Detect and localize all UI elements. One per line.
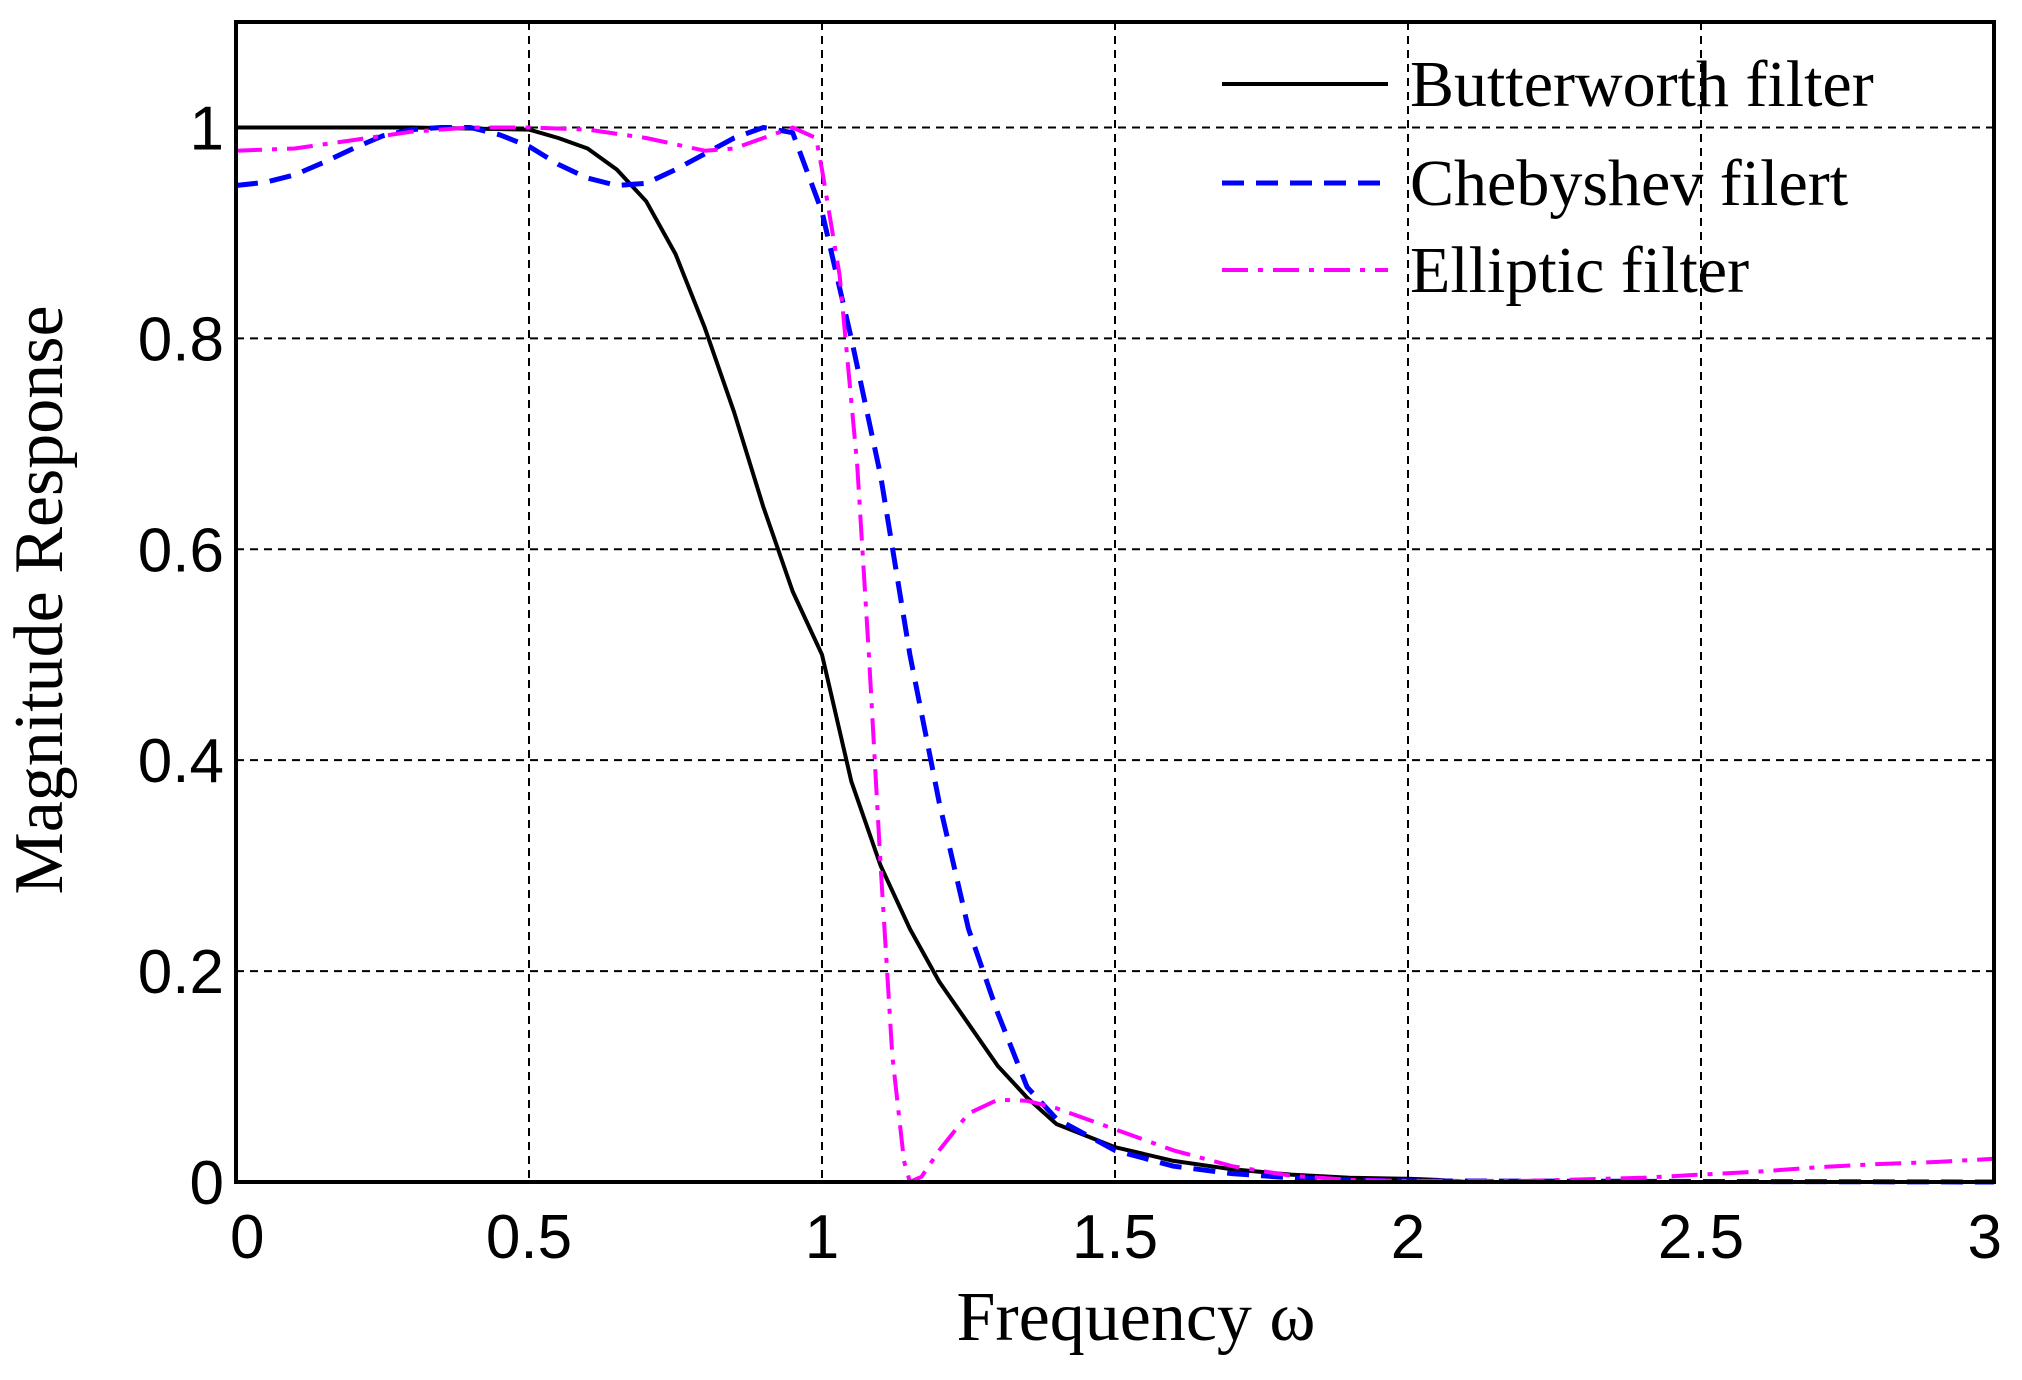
x-tick-label: 2	[1391, 1203, 1425, 1272]
x-axis-label: Frequency ω	[956, 1279, 1315, 1356]
y-axis-label: Magnitude Response	[1, 305, 78, 894]
x-tick-label: 1	[805, 1203, 839, 1272]
legend-label: Elliptic filter	[1410, 234, 1749, 307]
y-tick-label: 0.6	[138, 516, 224, 585]
y-tick-label: 1	[190, 94, 224, 163]
legend-label: Butterworth filter	[1410, 48, 1874, 121]
plot-frame	[234, 20, 1996, 1184]
y-tick-label: 0	[190, 1149, 224, 1218]
x-tick-label: 1.5	[1072, 1203, 1158, 1272]
x-tick-label: 3	[1968, 1203, 2002, 1272]
x-tick-label: 2.5	[1658, 1203, 1744, 1272]
y-tick-label: 0.8	[138, 305, 224, 374]
grid	[236, 22, 1994, 1182]
x-tick-label: 0.5	[486, 1203, 572, 1272]
x-tick-label: 0	[230, 1203, 264, 1272]
legend: Butterworth filter Chebyshev filert Ellipt…	[1222, 48, 1874, 307]
y-tick-label: 0.2	[138, 938, 224, 1007]
axes	[234, 20, 1996, 1184]
legend-label: Chebyshev filert	[1410, 147, 1848, 220]
tick-labels: 0 0.5 1 1.5 2 2.5 3 0 0.2 0.4 0.6 0.8 1	[138, 94, 2002, 1272]
y-tick-label: 0.4	[138, 727, 224, 796]
